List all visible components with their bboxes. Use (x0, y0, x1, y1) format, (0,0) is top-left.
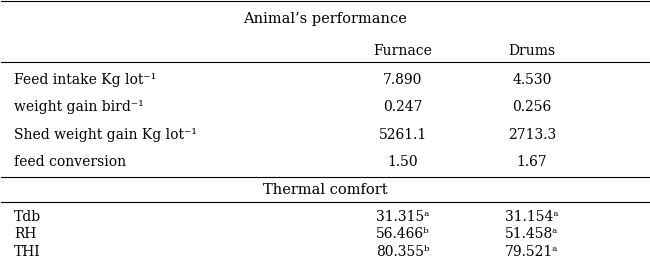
Text: THI: THI (14, 245, 41, 259)
Text: 5261.1: 5261.1 (378, 128, 427, 142)
Text: 80.355ᵇ: 80.355ᵇ (376, 245, 430, 259)
Text: 0.256: 0.256 (512, 100, 552, 114)
Text: Feed intake Kg lot⁻¹: Feed intake Kg lot⁻¹ (14, 73, 157, 87)
Text: weight gain bird⁻¹: weight gain bird⁻¹ (14, 100, 144, 114)
Text: Animal’s performance: Animal’s performance (243, 12, 407, 26)
Text: 2713.3: 2713.3 (508, 128, 556, 142)
Text: Drums: Drums (508, 44, 556, 58)
Text: 0.247: 0.247 (383, 100, 422, 114)
Text: 31.154ᵃ: 31.154ᵃ (505, 210, 559, 224)
Text: 1.67: 1.67 (517, 155, 547, 169)
Text: 1.50: 1.50 (387, 155, 418, 169)
Text: RH: RH (14, 228, 36, 242)
Text: Tdb: Tdb (14, 210, 42, 224)
Text: 51.458ᵃ: 51.458ᵃ (505, 228, 559, 242)
Text: 56.466ᵇ: 56.466ᵇ (376, 228, 430, 242)
Text: 7.890: 7.890 (383, 73, 422, 87)
Text: Furnace: Furnace (373, 44, 432, 58)
Text: Shed weight gain Kg lot⁻¹: Shed weight gain Kg lot⁻¹ (14, 128, 197, 142)
Text: feed conversion: feed conversion (14, 155, 127, 169)
Text: 79.521ᵃ: 79.521ᵃ (505, 245, 559, 259)
Text: 31.315ᵃ: 31.315ᵃ (376, 210, 430, 224)
Text: Thermal comfort: Thermal comfort (263, 183, 387, 197)
Text: 4.530: 4.530 (512, 73, 552, 87)
